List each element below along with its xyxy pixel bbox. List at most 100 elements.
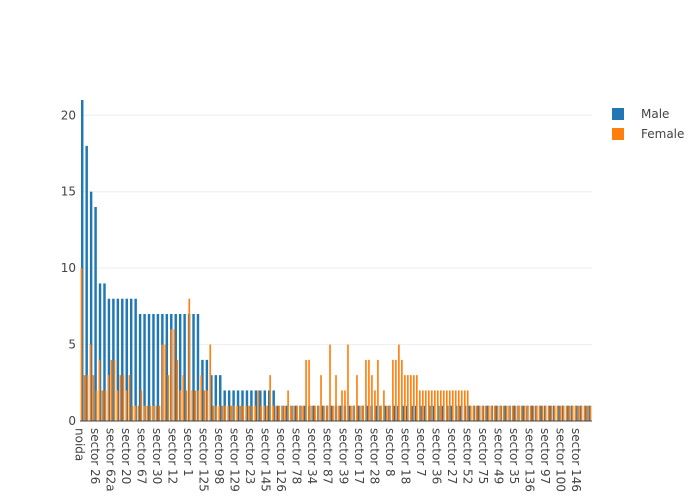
bar-female[interactable] [227,405,230,421]
bar-female[interactable] [386,405,388,421]
bar-female[interactable] [188,298,191,421]
bar-female[interactable] [377,359,379,421]
bar-female[interactable] [550,405,553,421]
bar-female[interactable] [389,405,391,421]
bar-female[interactable] [502,405,505,421]
bar-female[interactable] [158,405,161,421]
bar-female[interactable] [565,405,568,421]
bar-female[interactable] [242,405,245,421]
bar-female[interactable] [541,405,544,421]
bar-female[interactable] [586,405,589,421]
bar-female[interactable] [371,375,373,421]
bar-male[interactable] [147,314,151,421]
bar-male[interactable] [392,405,396,421]
bar-female[interactable] [338,405,340,421]
bar-female[interactable] [179,390,182,421]
bar-female[interactable] [83,375,86,421]
bar-female[interactable] [401,359,403,421]
bar-female[interactable] [104,390,107,421]
bar-female[interactable] [508,405,511,421]
bar-female[interactable] [266,405,268,421]
bar-male[interactable] [575,405,578,421]
bar-female[interactable] [481,405,484,421]
bar-male[interactable] [330,405,333,421]
bar-male[interactable] [116,298,120,421]
bar-female[interactable] [293,405,295,421]
bar-female[interactable] [362,405,364,421]
bar-female[interactable] [317,405,319,421]
bar-female[interactable] [475,405,478,421]
bar-female[interactable] [478,405,481,421]
bar-male[interactable] [94,207,97,421]
bar-male[interactable] [103,283,106,421]
bar-female[interactable] [107,375,110,421]
bar-female[interactable] [95,390,98,421]
bar-female[interactable] [425,390,427,421]
bar-female[interactable] [407,375,409,421]
bar-male[interactable] [267,390,271,421]
bar-female[interactable] [419,390,421,421]
bar-female[interactable] [332,405,334,421]
bar-female[interactable] [287,390,289,421]
bar-female[interactable] [260,405,262,421]
bar-male[interactable] [214,375,218,421]
legend-item-male[interactable]: Male [612,104,684,124]
bar-male[interactable] [165,314,169,421]
bar-female[interactable] [290,405,292,421]
bar-female[interactable] [559,405,562,421]
bar-female[interactable] [311,405,313,421]
bar-female[interactable] [368,359,370,421]
bar-female[interactable] [535,405,538,421]
bar-male[interactable] [383,405,387,421]
bar-female[interactable] [448,390,451,421]
bar-female[interactable] [329,344,331,421]
bar-female[interactable] [89,344,92,421]
bar-female[interactable] [149,405,152,421]
bar-male[interactable] [357,405,360,421]
bar-female[interactable] [335,375,337,421]
bar-male[interactable] [178,314,182,421]
bar-female[interactable] [263,405,265,421]
bar-female[interactable] [490,405,493,421]
bar-male[interactable] [152,314,155,421]
bar-female[interactable] [134,405,137,421]
bar-female[interactable] [547,405,550,421]
bar-female[interactable] [511,405,514,421]
bar-female[interactable] [589,405,592,421]
bar-female[interactable] [80,268,83,421]
bar-female[interactable] [209,344,212,421]
bar-female[interactable] [416,375,418,421]
bar-female[interactable] [326,405,328,421]
bar-female[interactable] [395,359,397,421]
bar-female[interactable] [233,405,236,421]
bar-female[interactable] [365,359,367,421]
bar-female[interactable] [574,405,577,421]
bar-female[interactable] [182,375,185,421]
bar-female[interactable] [442,390,445,421]
bar-male[interactable] [410,405,413,421]
bar-female[interactable] [155,405,158,421]
bar-female[interactable] [272,405,274,421]
bar-female[interactable] [281,405,283,421]
bar-female[interactable] [583,405,586,421]
bar-female[interactable] [544,405,547,421]
bar-female[interactable] [436,390,439,421]
bar-female[interactable] [248,405,250,421]
bar-female[interactable] [308,359,310,421]
bar-female[interactable] [269,375,271,421]
bar-female[interactable] [445,390,448,421]
bar-female[interactable] [568,405,571,421]
bar-female[interactable] [170,329,173,421]
bar-male[interactable] [112,298,115,421]
bar-male[interactable] [365,405,369,421]
bar-male[interactable] [348,405,351,421]
bar-female[interactable] [353,405,355,421]
bar-male[interactable] [432,405,436,421]
bar-female[interactable] [278,405,280,421]
bar-female[interactable] [580,405,583,421]
bar-female[interactable] [404,375,406,421]
bar-female[interactable] [520,405,523,421]
bar-female[interactable] [398,344,400,421]
bar-female[interactable] [302,405,304,421]
bar-female[interactable] [422,390,424,421]
